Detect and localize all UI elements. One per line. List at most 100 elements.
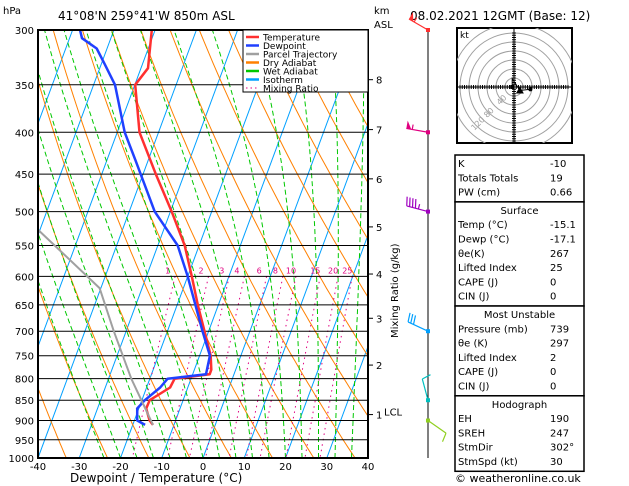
wet-adiabat-line xyxy=(367,448,368,458)
row-value: 0.66 xyxy=(550,188,572,199)
barb-feather xyxy=(422,374,431,380)
row-label: Lifted Index xyxy=(458,263,517,274)
x-tick-label: -20 xyxy=(112,462,128,473)
row-value: 25 xyxy=(550,263,563,274)
wind-barb xyxy=(426,418,447,442)
section-title: Most Unstable xyxy=(484,310,555,321)
mixing-ratio-line xyxy=(304,276,339,458)
barb-feather xyxy=(441,432,447,442)
legend-label: Dry Adiabat xyxy=(263,59,317,69)
row-label: θe(K) xyxy=(458,249,485,260)
wind-barbs xyxy=(406,12,447,458)
mixing-ratio-label: 8 xyxy=(273,266,278,275)
dry-adiabat-line xyxy=(52,30,232,458)
barb-feather xyxy=(410,314,414,324)
barb-pennant xyxy=(408,12,414,22)
dry-adiabat-line xyxy=(286,30,368,184)
x-tick-label: 30 xyxy=(320,462,333,473)
barb-marker xyxy=(426,398,430,403)
row-value: 19 xyxy=(550,173,563,184)
mixing-ratio-label: 25 xyxy=(342,266,352,275)
wind-barb xyxy=(406,196,430,214)
km-tick-label: 3 xyxy=(376,314,382,325)
hodograph-start-marker xyxy=(510,85,515,89)
row-label: Lifted Index xyxy=(458,353,517,364)
barb-half-feather xyxy=(417,204,421,210)
plot-frame xyxy=(37,29,369,459)
wind-barb xyxy=(408,12,430,32)
y-tick-label: 600 xyxy=(15,272,34,283)
isotherm-line xyxy=(285,233,368,458)
mixing-ratio-label: 2 xyxy=(199,266,204,275)
mixing-ratio-label: 3 xyxy=(219,266,224,275)
y-tick-label: 750 xyxy=(15,352,34,363)
y-tick-label: 800 xyxy=(15,375,34,386)
table-section-indices xyxy=(454,154,585,203)
background-lines: 1 2 3 4 6 8 10 15 20 25 xyxy=(38,30,629,458)
barb-marker xyxy=(426,418,430,423)
barb-marker xyxy=(426,209,430,214)
x-tick-label: 40 xyxy=(362,462,375,473)
isotherm-line xyxy=(161,30,321,458)
x-tick-label: -40 xyxy=(30,462,46,473)
wet-adiabat-line xyxy=(110,30,237,458)
isotherm-line xyxy=(38,30,74,125)
row-label: PW (cm) xyxy=(458,188,500,199)
y-tick-label: 500 xyxy=(15,208,34,219)
y-tick-label: 850 xyxy=(15,396,34,407)
copyright: © weatheronline.co.uk xyxy=(455,472,581,485)
row-value: -15.1 xyxy=(550,220,576,231)
km-tick-label: 5 xyxy=(376,223,382,234)
y-tick-label: 350 xyxy=(15,81,34,92)
hpa-label: hPa xyxy=(3,6,21,17)
dry-adiabat-line xyxy=(579,30,629,458)
asl-label: ASL xyxy=(374,20,393,31)
isotherm-line xyxy=(38,30,115,237)
row-value: 302° xyxy=(550,443,574,454)
mixing-ratio-label: 4 xyxy=(234,266,239,275)
km-tick-label: 4 xyxy=(376,270,382,281)
mixing-ratio-line xyxy=(228,276,268,458)
barb-staff xyxy=(427,420,447,434)
isotherm-line xyxy=(38,30,197,458)
temperature-line xyxy=(133,30,213,426)
barb-half-feather xyxy=(411,124,414,130)
row-label: Totals Totals xyxy=(457,173,518,184)
row-value: 267 xyxy=(550,249,569,260)
hodograph-trace xyxy=(511,77,531,92)
lcl-label: LCL xyxy=(384,408,403,419)
row-label: CAPE (J) xyxy=(458,367,498,378)
legend-label: Parcel Trajectory xyxy=(263,51,338,61)
row-label: Temp (°C) xyxy=(457,220,508,231)
axes: 3003504004505005506006507007508008509009… xyxy=(9,26,403,473)
row-value: 190 xyxy=(550,414,569,425)
x-tick-label: 10 xyxy=(238,462,251,473)
mixing-ratio-line xyxy=(259,276,297,458)
barb-feather xyxy=(407,312,411,323)
legend-box xyxy=(242,29,369,93)
legend-label: Wet Adiabat xyxy=(263,68,318,78)
row-value: 0 xyxy=(550,367,556,378)
barb-half-feather xyxy=(413,17,418,23)
row-value: 297 xyxy=(550,339,569,350)
dry-adiabat-line xyxy=(228,30,368,299)
row-value: 0 xyxy=(550,292,556,303)
km-tick-label: 6 xyxy=(376,175,382,186)
barb-staff xyxy=(406,127,429,133)
row-label: StmSpd (kt) xyxy=(458,457,518,468)
hodograph-unit-label: kt xyxy=(460,31,469,41)
mixing-ratio-label: 6 xyxy=(257,266,262,275)
mixing-ratio-label: 20 xyxy=(328,266,338,275)
x-tick-label: -30 xyxy=(71,462,87,473)
mixing-ratio-line xyxy=(319,276,353,458)
dry-adiabat-line xyxy=(38,386,67,458)
y-tick-label: 950 xyxy=(15,436,34,447)
km-label: km xyxy=(374,6,390,17)
km-tick-label: 1 xyxy=(376,411,382,422)
isotherm-line xyxy=(202,30,362,458)
barb-feather xyxy=(412,315,417,325)
dewpoint-line xyxy=(78,30,212,426)
section-title: Hodograph xyxy=(492,400,547,411)
